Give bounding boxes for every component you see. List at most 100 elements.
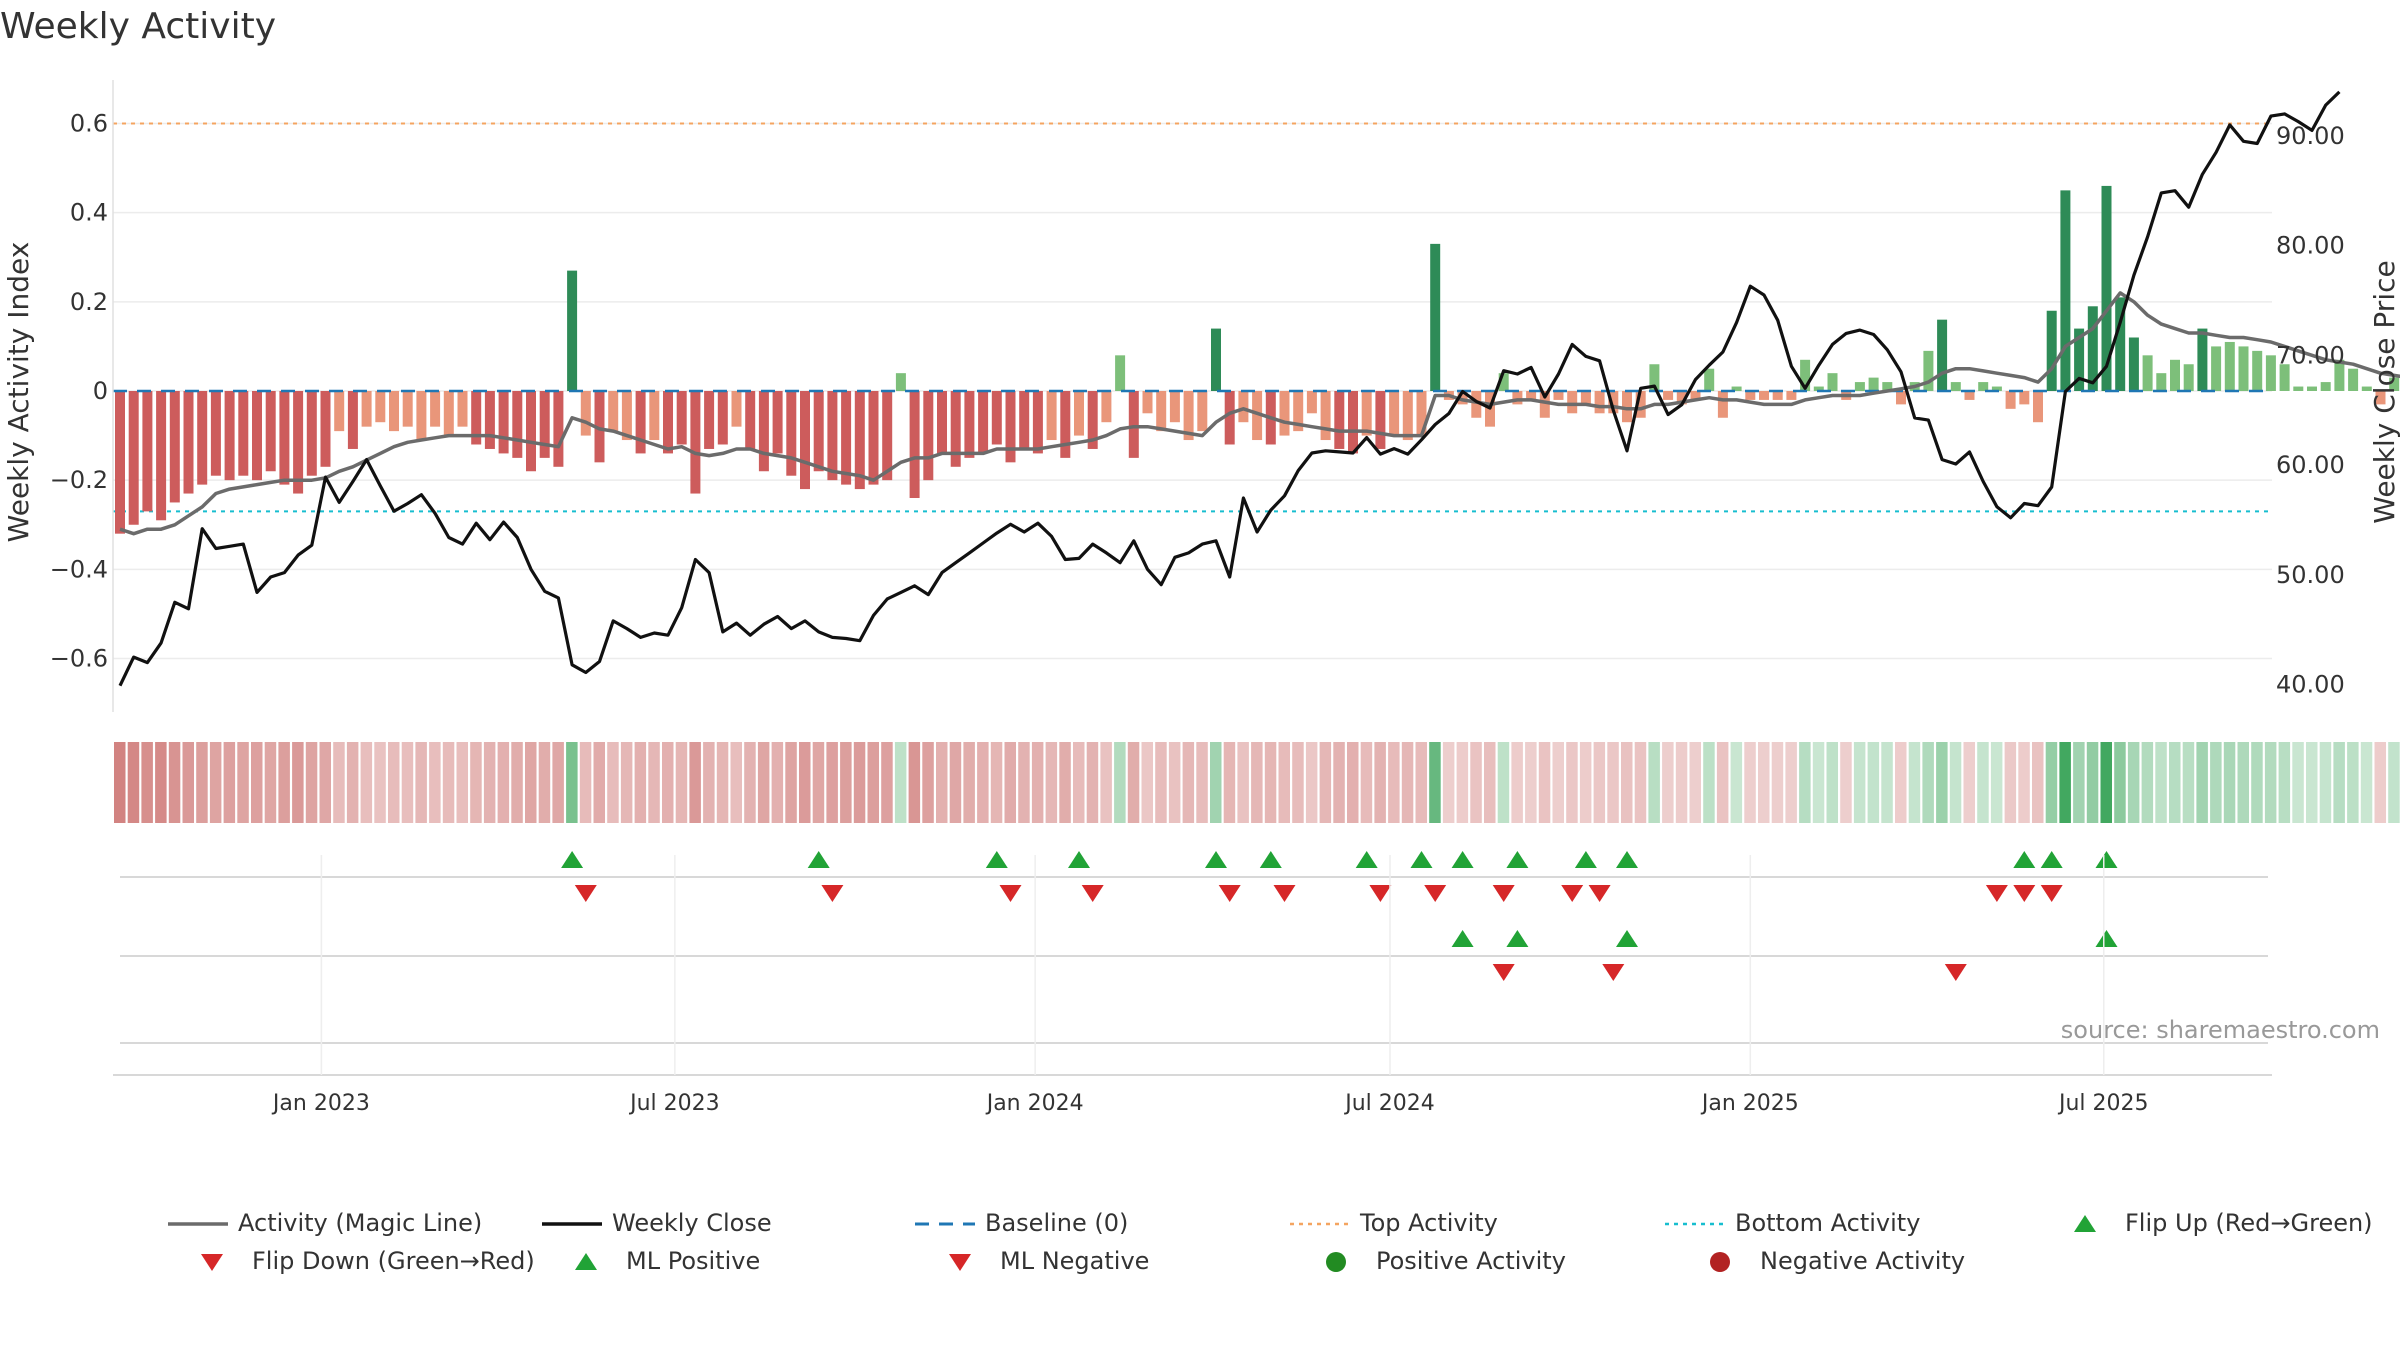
y2-tick-label: 80.00 <box>2276 232 2345 260</box>
activity-bar <box>2046 310 2057 391</box>
strip-cell <box>1018 742 1030 823</box>
strip-cell <box>2182 742 2195 823</box>
strip-cell <box>2374 742 2386 823</box>
strip-cell <box>2127 742 2140 823</box>
activity-bar <box>2238 346 2249 391</box>
activity-bar <box>1169 391 1180 423</box>
activity-bar <box>1471 391 1482 418</box>
strip-cell <box>579 742 592 823</box>
activity-bar <box>841 391 852 485</box>
activity-bar <box>882 391 893 481</box>
strip-cell <box>1059 742 1071 823</box>
strip-cell <box>2306 742 2318 823</box>
activity-bar <box>608 391 619 432</box>
strip-cell <box>196 742 208 823</box>
strip-cell <box>785 742 797 823</box>
activity-bar <box>1211 328 1221 391</box>
strip-cell <box>1552 742 1564 823</box>
flip-down-marker <box>1424 885 1447 902</box>
activity-bar <box>1416 391 1427 436</box>
strip-cell <box>237 742 249 823</box>
strip-cell <box>2333 742 2345 823</box>
activity-bar <box>663 391 673 454</box>
activity-bar <box>320 391 331 467</box>
strip-cell <box>182 742 194 823</box>
strip-cell <box>319 742 331 823</box>
strip-cell <box>209 742 222 823</box>
legend-item-label: Negative Activity <box>1760 1247 1966 1275</box>
strip-cell <box>470 742 482 823</box>
flip-down-marker <box>1369 885 1392 902</box>
y2-tick-label: 90.00 <box>2276 122 2345 150</box>
activity-bar <box>813 391 824 472</box>
legend-icons <box>168 1215 2096 1272</box>
strip-cell <box>538 742 551 823</box>
legend-icon-triangle-up <box>2074 1215 2096 1232</box>
strip-cell <box>1292 742 1304 823</box>
strip-cell <box>2114 742 2126 823</box>
strip-cell <box>894 742 907 823</box>
strip-cell <box>278 742 290 823</box>
strip-cell <box>429 742 441 823</box>
strip-cell <box>1908 742 1921 823</box>
activity-bar <box>1594 391 1605 414</box>
strip-cell <box>2169 742 2181 823</box>
strip-cell <box>662 742 674 823</box>
strip-cell <box>1607 742 1619 823</box>
strip-cell <box>497 742 510 823</box>
activity-bar <box>923 391 934 481</box>
activity-bar <box>1567 391 1578 414</box>
strip-cell <box>346 742 359 823</box>
activity-bar <box>868 391 879 485</box>
flip-up-marker <box>1574 851 1597 868</box>
activity-bar <box>1813 386 1824 391</box>
ml-negative-marker <box>1492 964 1515 981</box>
activity-bar <box>2115 297 2126 391</box>
activity-bar <box>402 391 413 427</box>
strip-cell <box>1374 742 1386 823</box>
activity-bar <box>1690 391 1701 400</box>
flip-up-marker <box>1205 851 1227 868</box>
activity-bar <box>991 391 1002 445</box>
activity-bar <box>854 391 865 490</box>
activity-bar <box>1389 391 1400 436</box>
strip-cell <box>1470 742 1482 823</box>
strip-cell <box>305 742 318 823</box>
strip-cell <box>1196 742 1208 823</box>
strip-cell <box>1114 742 1126 823</box>
flip-up-marker <box>2040 851 2063 868</box>
source-credit: source: sharemaestro.com <box>2061 1016 2380 1044</box>
activity-bar <box>745 391 756 449</box>
activity-bar <box>2101 185 2112 391</box>
y-tick-label: 0 <box>93 377 108 405</box>
activity-bar <box>635 391 646 454</box>
strip-cell <box>840 742 852 823</box>
strip-cell <box>1662 742 1674 823</box>
strip-cell <box>1525 742 1537 823</box>
activity-bar <box>1334 391 1345 449</box>
strip-cell <box>1963 742 1975 823</box>
activity-bar <box>1032 391 1043 454</box>
activity-bar <box>1991 386 2002 391</box>
strip-cell <box>1949 742 1962 823</box>
activity-bar <box>1868 377 1879 391</box>
flip-down-marker <box>2013 885 2036 902</box>
strip-cell <box>1456 742 1469 823</box>
strip-cell <box>2155 742 2167 823</box>
strip-cell <box>1716 742 1729 823</box>
strip-cell <box>1360 742 1373 823</box>
flip-up-marker <box>1451 851 1474 868</box>
y2-axis-label: Weekly Close Price <box>2368 260 2400 523</box>
activity-bar <box>1005 391 1016 463</box>
activity-bar <box>1731 386 1742 391</box>
strip-cell <box>1566 742 1578 823</box>
activity-bar <box>498 391 509 454</box>
flip-down-marker <box>1081 885 1104 902</box>
activity-bar <box>334 391 345 432</box>
strip-cell <box>1840 742 1852 823</box>
flip-down-marker <box>1218 885 1241 902</box>
activity-bar <box>649 391 660 441</box>
activity-bar <box>2375 391 2386 405</box>
y-axis-label: Weekly Activity Index <box>2 242 35 543</box>
strip-cell <box>2045 742 2058 823</box>
